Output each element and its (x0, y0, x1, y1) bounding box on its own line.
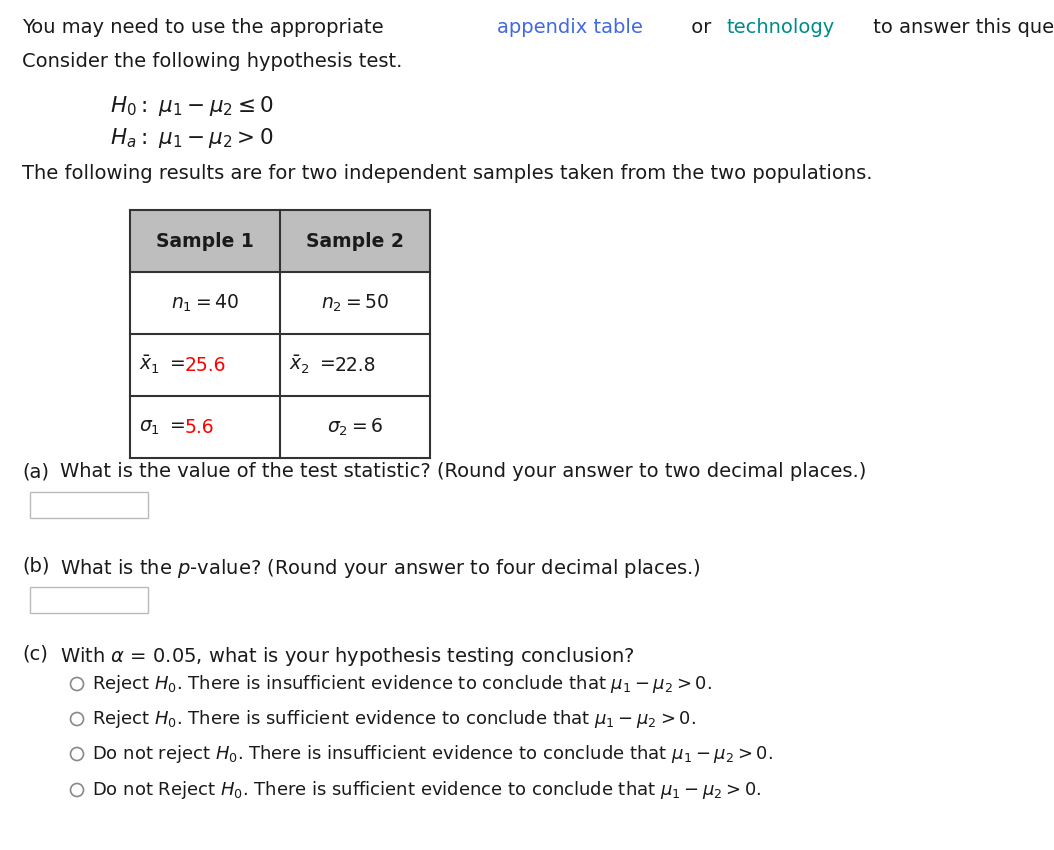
Bar (30, 492, 148, 518)
Bar (130, 210, 430, 272)
Text: Reject $H_0$. There is insufficient evidence to conclude that $\mu_1 - \mu_2 > 0: Reject $H_0$. There is insufficient evid… (92, 673, 713, 695)
Text: technology: technology (727, 18, 835, 37)
Text: Sample 2: Sample 2 (306, 231, 404, 251)
Text: The following results are for two independent samples taken from the two populat: The following results are for two indepe… (22, 164, 873, 183)
Text: to answer this question.: to answer this question. (866, 18, 1054, 37)
Text: Consider the following hypothesis test.: Consider the following hypothesis test. (22, 52, 403, 71)
Text: $\sigma_2 = 6$: $\sigma_2 = 6$ (327, 416, 384, 438)
Text: $\bar{x}_2\ =\ $: $\bar{x}_2\ =\ $ (289, 354, 335, 376)
Text: 22.8: 22.8 (335, 355, 376, 375)
Text: or: or (685, 18, 718, 37)
Text: (b): (b) (22, 557, 50, 576)
Text: You may need to use the appropriate: You may need to use the appropriate (22, 18, 390, 37)
Text: $\bar{x}_1\ =\ $: $\bar{x}_1\ =\ $ (139, 354, 186, 376)
Text: $\sigma_1\ =\ $: $\sigma_1\ =\ $ (139, 417, 186, 437)
Circle shape (71, 677, 83, 690)
Text: $H_a{:}\ \mu_1 - \mu_2 > 0$: $H_a{:}\ \mu_1 - \mu_2 > 0$ (110, 126, 273, 150)
Text: $n_2 = 50$: $n_2 = 50$ (320, 292, 389, 314)
Bar (30, 587, 148, 613)
Text: $H_0{:}\ \mu_1 - \mu_2 \leq 0$: $H_0{:}\ \mu_1 - \mu_2 \leq 0$ (110, 94, 274, 118)
Text: What is the $p$-value? (Round your answer to four decimal places.): What is the $p$-value? (Round your answe… (60, 557, 701, 580)
Text: $n_1 = 40$: $n_1 = 40$ (171, 292, 239, 314)
Text: appendix table: appendix table (496, 18, 643, 37)
Circle shape (71, 784, 83, 796)
Text: (c): (c) (22, 645, 47, 664)
Text: What is the value of the test statistic? (Round your answer to two decimal place: What is the value of the test statistic?… (60, 462, 866, 481)
Circle shape (71, 712, 83, 726)
Text: 5.6: 5.6 (186, 417, 215, 437)
Text: Do not Reject $H_0$. There is sufficient evidence to conclude that $\mu_1 - \mu_: Do not Reject $H_0$. There is sufficient… (92, 779, 762, 801)
Text: Do not reject $H_0$. There is insufficient evidence to conclude that $\mu_1 - \m: Do not reject $H_0$. There is insufficie… (92, 743, 773, 765)
Text: Sample 1: Sample 1 (156, 231, 254, 251)
Text: Reject $H_0$. There is sufficient evidence to conclude that $\mu_1 - \mu_2 > 0$.: Reject $H_0$. There is sufficient eviden… (92, 708, 696, 730)
Circle shape (71, 747, 83, 761)
Text: (a): (a) (22, 462, 48, 481)
Text: With $\alpha$ = 0.05, what is your hypothesis testing conclusion?: With $\alpha$ = 0.05, what is your hypot… (60, 645, 635, 668)
Text: 25.6: 25.6 (186, 355, 227, 375)
